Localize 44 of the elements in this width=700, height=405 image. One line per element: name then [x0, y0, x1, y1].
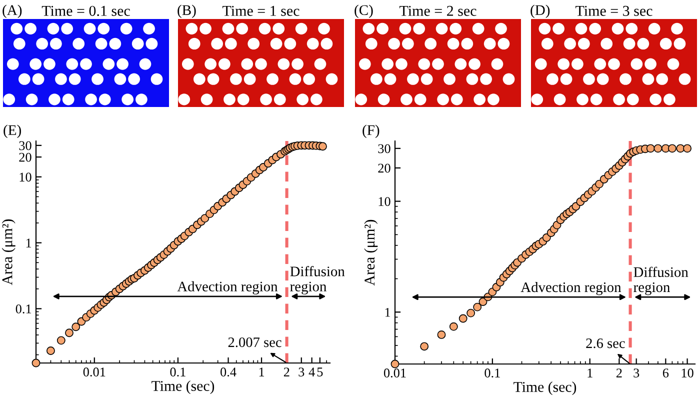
annotation: Advection region	[177, 281, 278, 294]
text: Time = 0.1 sec	[42, 6, 130, 16]
x-tick-label: 10	[682, 368, 694, 378]
x-tick-label: 4	[308, 368, 315, 376]
y-tick-label: 1	[385, 308, 390, 317]
text: (A)	[2, 4, 22, 18]
x-tick-label: 0.01	[384, 368, 406, 378]
annotation: Advection region	[520, 282, 622, 296]
x-tick-label: 1	[259, 368, 264, 376]
x-tick-label: 3	[298, 368, 304, 376]
x-tick-label: 0.01	[83, 368, 106, 377]
x-axis-title: Time (sec)	[152, 380, 214, 394]
annotation: Diffusion region	[634, 266, 688, 296]
x-tick-label: 2	[284, 368, 290, 376]
annotation: Diffusion region	[290, 266, 345, 294]
text: (F)	[362, 124, 380, 138]
y-tick-label: 20	[378, 164, 390, 173]
y-tick-label: 20	[19, 152, 32, 162]
x-tick-label: 3	[634, 368, 640, 378]
ref-line-label: 2.6 sec	[586, 338, 625, 348]
text: Time = 2 sec	[400, 6, 476, 16]
text: (C)	[354, 4, 373, 18]
y-tick-label: 30	[19, 141, 32, 150]
y-tick-label: 0.1	[16, 304, 32, 314]
y-tick-label: 10	[378, 197, 390, 206]
x-tick-label: 0.1	[170, 368, 186, 377]
text: Time = 3 sec	[576, 6, 652, 16]
text: (D)	[530, 4, 550, 18]
x-tick-label: 1	[588, 368, 592, 378]
x-tick-label: 2	[616, 368, 622, 378]
text: Time = 1 sec	[222, 6, 300, 16]
text: (B)	[178, 4, 196, 18]
x-tick-label: 0.4	[220, 368, 236, 377]
y-tick-label: 1	[26, 238, 32, 248]
x-tick-label: 6	[662, 368, 669, 378]
y-axis-title: Area (μm²)	[2, 219, 16, 286]
x-tick-label: 5	[317, 368, 323, 376]
y-tick-label: 30	[378, 144, 390, 154]
y-tick-label: 10	[20, 172, 32, 182]
x-tick-label: 0.1	[484, 368, 500, 378]
x-axis-title: Time (sec)	[514, 382, 576, 395]
ref-line-label: 2.007 sec	[228, 337, 282, 348]
text: (E)	[4, 124, 21, 138]
y-axis-title: Area (μm²)	[364, 220, 378, 286]
